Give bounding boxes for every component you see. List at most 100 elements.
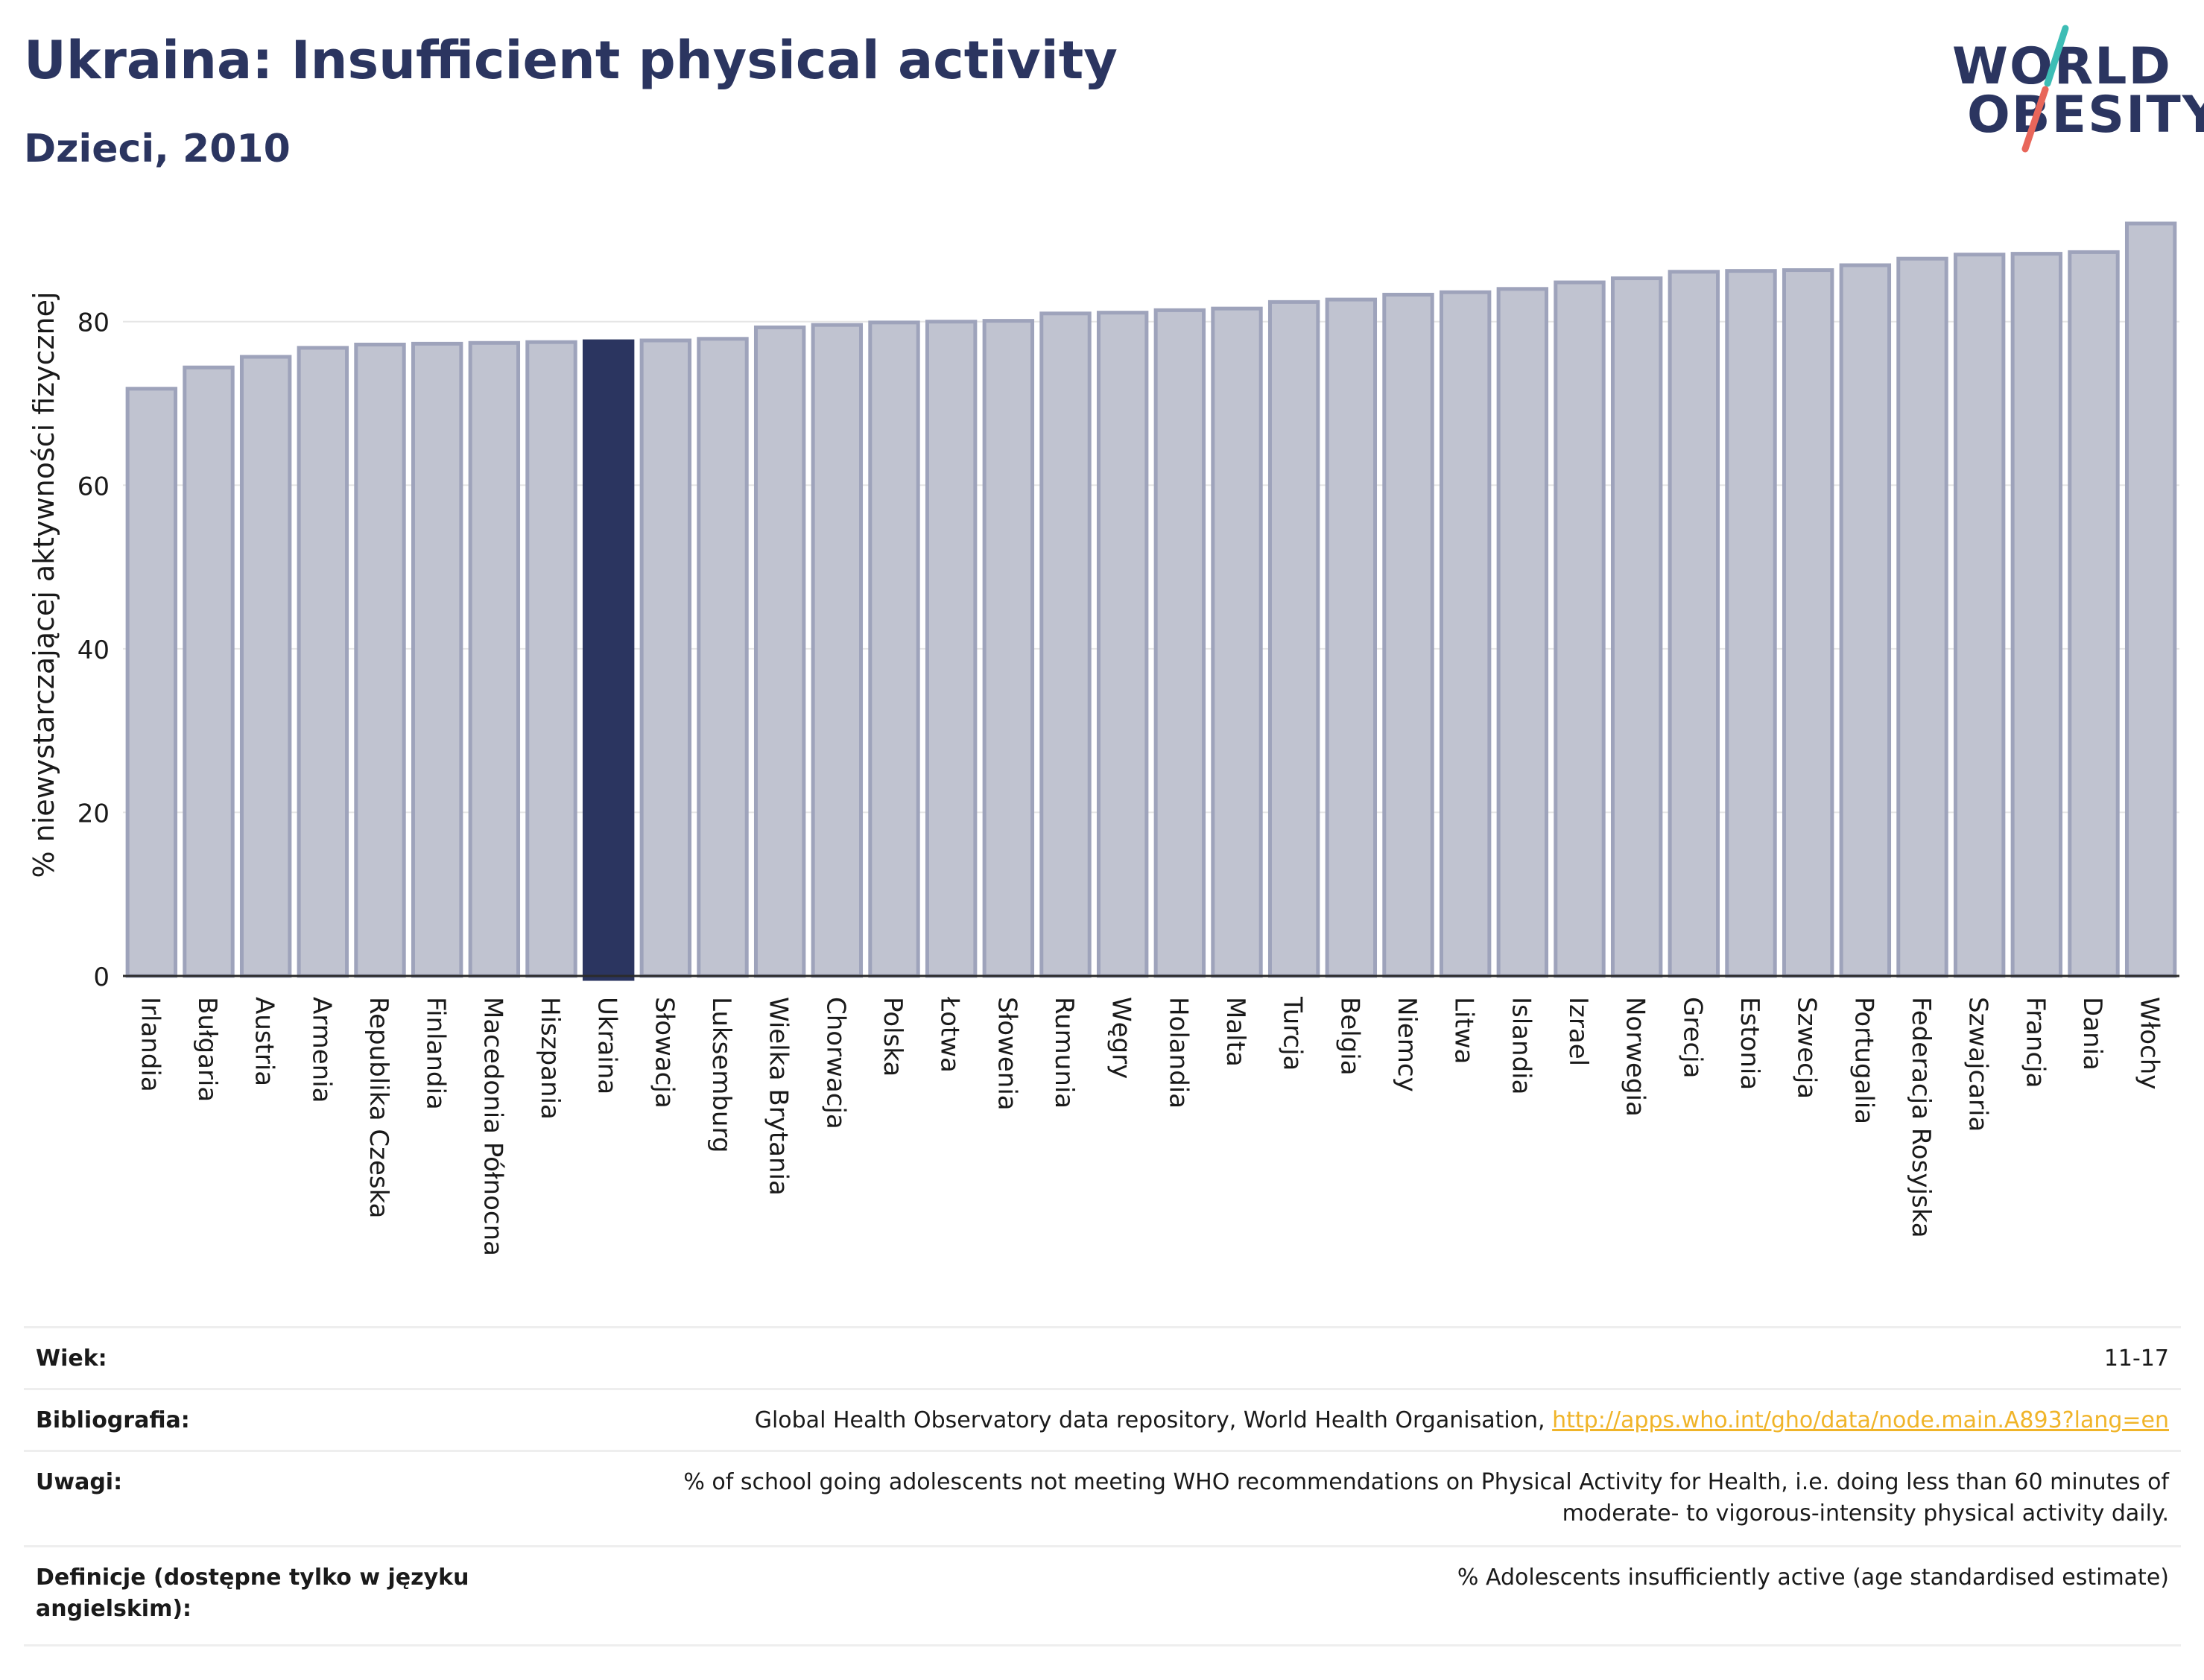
x-tick-label: Irlandia: [135, 997, 165, 1092]
bar-23[interactable]: [1382, 293, 1434, 978]
bar-2[interactable]: [183, 365, 235, 978]
x-tick-label: Armenia: [306, 997, 336, 1103]
info-label: Uwagi:: [36, 1469, 123, 1495]
x-tick-label: Szwecja: [1792, 997, 1822, 1099]
x-tick-label: Polska: [878, 997, 908, 1077]
y-tick-label: 80: [77, 308, 110, 338]
bar-5[interactable]: [354, 342, 406, 978]
bar-chart: 0 20 40 60 80 Irlandia Bułgaria Austria Armenia…: [28, 221, 2179, 1256]
bar-11[interactable]: [697, 337, 749, 978]
info-table: Wiek: 11-17 Bibliografia: Global Health …: [24, 1326, 2181, 1654]
x-tick-label: Federacja Rosyjska: [1906, 997, 1936, 1238]
y-axis-label: % niewystarczającej aktywności fizycznej: [28, 291, 60, 878]
x-tick-label: Rumunia: [1049, 997, 1079, 1109]
bar-14[interactable]: [868, 320, 920, 978]
bar-21[interactable]: [1267, 299, 1320, 978]
info-value: Global Health Observatory data repositor…: [567, 1405, 2169, 1436]
x-tick-label: Macedonia Północna: [478, 997, 507, 1256]
x-tick-label: Finlandia: [421, 997, 451, 1110]
x-tick-label: Bułgaria: [192, 997, 222, 1102]
bar-7[interactable]: [468, 340, 521, 978]
x-tick-label: Islandia: [1506, 997, 1536, 1094]
bar-24[interactable]: [1439, 290, 1492, 978]
y-tick-label: 0: [93, 963, 110, 992]
x-tick-label: Niemcy: [1392, 997, 1422, 1092]
x-tick-label: Słowenia: [992, 997, 1022, 1111]
bar-35[interactable]: [2068, 250, 2120, 978]
x-tick-label: Estonia: [1735, 997, 1764, 1090]
bar-30[interactable]: [1782, 268, 1834, 978]
x-tick-label: Litwa: [1449, 997, 1479, 1064]
x-tick-label: Francja: [2020, 997, 2050, 1088]
grid-lines: [123, 320, 2179, 814]
x-tick-label: Szwajcaria: [1963, 997, 1993, 1132]
x-tick-label: Austria: [250, 997, 279, 1086]
bar-26[interactable]: [1554, 280, 1606, 978]
x-tick-label: Portugalia: [1849, 997, 1878, 1124]
bar-12[interactable]: [753, 325, 806, 978]
logo-text-line2: OBESITY: [1967, 86, 2204, 145]
bar-18[interactable]: [1096, 311, 1149, 978]
bar-13[interactable]: [811, 323, 864, 978]
x-tick-label: Turcja: [1278, 996, 1308, 1071]
info-row-age: Wiek: 11-17: [24, 1326, 2181, 1388]
bar-27[interactable]: [1610, 276, 1663, 978]
bar-33[interactable]: [1953, 253, 2006, 978]
bar-6[interactable]: [411, 341, 463, 978]
y-tick-label: 60: [77, 472, 110, 501]
bar-34[interactable]: [2010, 252, 2063, 978]
x-tick-label: Chorwacja: [820, 997, 850, 1129]
y-tick-label: 20: [77, 799, 110, 828]
bar-3[interactable]: [239, 355, 292, 978]
bar-25[interactable]: [1496, 287, 1549, 978]
bar-28[interactable]: [1668, 270, 1720, 978]
x-tick-label: Holandia: [1163, 997, 1193, 1109]
bar-9[interactable]: [582, 339, 635, 981]
bibliography-link[interactable]: http://apps.who.int/gho/data/node.main.A…: [1552, 1407, 2169, 1433]
bars: [125, 221, 2177, 981]
bar-22[interactable]: [1325, 297, 1378, 978]
info-value: % Adolescents insufficiently active (age…: [1457, 1565, 2169, 1591]
bar-15[interactable]: [925, 320, 978, 978]
x-tick-label: Luksemburg: [706, 997, 736, 1153]
x-tick-label: Hiszpania: [535, 997, 565, 1120]
y-tick-label: 40: [77, 635, 110, 665]
info-row-definitions: Definicje (dostępne tylko w języku angie…: [24, 1545, 2181, 1646]
x-tick-label: Ukraina: [592, 997, 622, 1094]
x-tick-label: Malta: [1220, 997, 1250, 1067]
x-tick-label: Włochy: [2135, 997, 2165, 1089]
bar-10[interactable]: [639, 338, 692, 978]
bar-8[interactable]: [525, 340, 577, 978]
x-tick-label: Republika Czeska: [364, 997, 393, 1219]
info-row-notes: Uwagi: % of school going adolescents not…: [24, 1450, 2181, 1545]
bar-31[interactable]: [1839, 263, 1892, 978]
info-label: Definicje (dostępne tylko w języku angie…: [36, 1565, 469, 1622]
x-tick-label: Łotwa: [935, 996, 965, 1073]
bar-19[interactable]: [1153, 308, 1206, 978]
y-axis-ticks: 0 20 40 60 80: [77, 308, 110, 992]
bar-20[interactable]: [1211, 306, 1263, 978]
bar-17[interactable]: [1039, 311, 1092, 978]
info-label: Wiek:: [36, 1345, 107, 1372]
x-tick-label: Izrael: [1563, 997, 1593, 1066]
x-axis-ticks: Irlandia Bułgaria Austria Armenia Republika …: [135, 996, 2164, 1256]
x-tick-label: Grecja: [1677, 997, 1707, 1078]
x-tick-label: Belgia: [1334, 997, 1364, 1076]
x-tick-label: Węgry: [1106, 997, 1136, 1079]
page-title: Ukraina: Insufficient physical activity: [24, 30, 1118, 91]
x-tick-label: Słowacja: [649, 997, 679, 1109]
bar-16[interactable]: [982, 319, 1035, 978]
info-label: Bibliografia:: [36, 1407, 190, 1433]
bar-1[interactable]: [125, 387, 178, 978]
bar-36[interactable]: [2124, 221, 2177, 978]
x-tick-label: Norwegia: [1621, 997, 1650, 1117]
bar-29[interactable]: [1725, 269, 1777, 978]
page-subtitle: Dzieci, 2010: [24, 127, 291, 171]
info-row-bibliography: Bibliografia: Global Health Observatory …: [24, 1388, 2181, 1450]
bar-32[interactable]: [1896, 256, 1948, 978]
bar-4[interactable]: [297, 346, 349, 978]
logo-slash-icon: [2021, 25, 2069, 153]
info-value: 11-17: [2103, 1345, 2169, 1372]
world-obesity-logo[interactable]: WORLD OBESITY: [1937, 22, 2204, 156]
bibliography-text: Global Health Observatory data repositor…: [754, 1407, 1545, 1433]
